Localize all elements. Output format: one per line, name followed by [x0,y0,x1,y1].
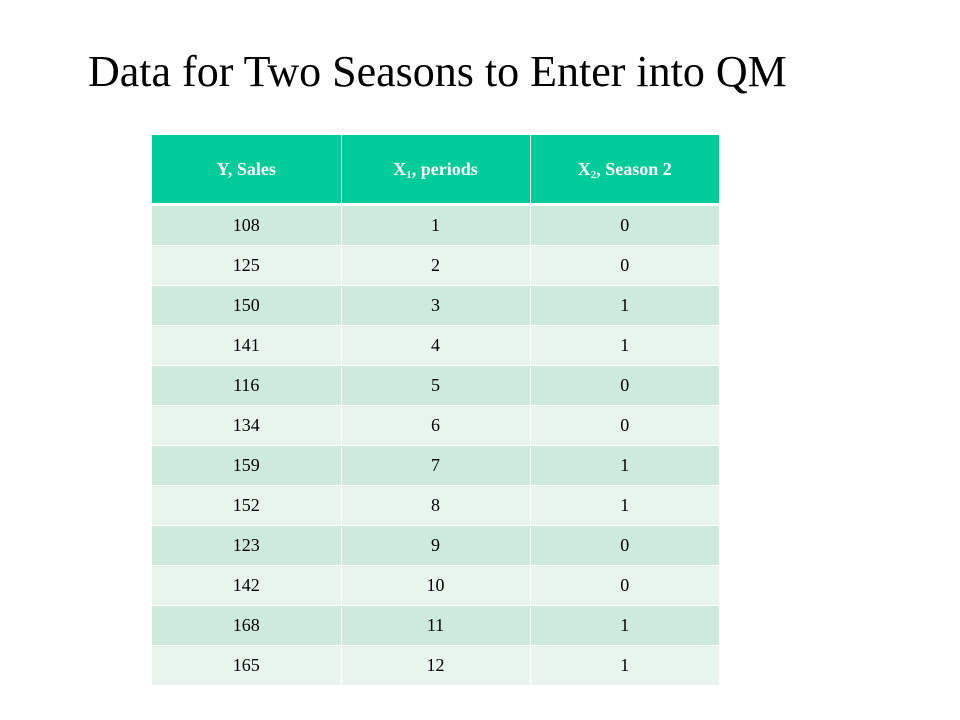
season-cell: 0 [529,245,719,286]
period-cell: 8 [340,485,530,526]
table-row: 116 5 0 [152,365,719,406]
sales-cell: 168 [152,605,341,646]
table-row: 141 4 1 [152,325,719,366]
header-main-text: X [577,158,591,179]
period-cell: 10 [340,565,530,606]
period-cell: 11 [340,605,530,646]
period-cell: 9 [340,525,530,566]
period-cell: 4 [340,325,530,366]
slide-title: Data for Two Seasons to Enter into QM [88,47,787,96]
season-cell: 1 [529,285,719,326]
sales-cell: 150 [152,285,341,326]
data-table: Y, Sales X1, periods X2, Season 2 108 1 0 1… [152,135,719,685]
table-row: 159 7 1 [152,445,719,486]
table-row: 123 9 0 [152,525,719,566]
table-row: 108 1 0 [152,204,719,246]
sales-cell: 142 [152,565,341,606]
header-row: Y, Sales X1, periods X2, Season 2 [152,135,719,206]
table-row: 142 10 0 [152,565,719,606]
sales-cell: 159 [152,445,341,486]
header-x2-season-2: X2, Season 2 [529,135,719,206]
header-subscript: 2 [590,168,597,181]
sales-cell: 125 [152,245,341,286]
header-main-text: Y, Sales [216,158,276,179]
sales-cell: 141 [152,325,341,366]
period-cell: 1 [340,204,530,246]
sales-cell: 108 [152,204,341,246]
season-cell: 0 [529,565,719,606]
season-cell: 1 [529,485,719,526]
season-cell: 0 [529,365,719,406]
period-cell: 12 [340,645,530,685]
sales-cell: 152 [152,485,341,526]
header-subscript: 1 [406,168,412,181]
table-body: 108 1 0 125 2 0 150 3 1 141 4 1 116 5 0 134 6 0 159 7 1 152 8 1… [152,204,719,685]
header-rest-text: , Season 2 [596,158,672,179]
season-cell: 1 [529,605,719,646]
table-row: 152 8 1 [152,485,719,526]
table-row: 150 3 1 [152,285,719,326]
season-cell: 0 [529,405,719,446]
table-row: 134 6 0 [152,405,719,446]
season-cell: 0 [529,525,719,566]
table-row: 165 12 1 [152,645,719,685]
season-cell: 1 [529,645,719,685]
header-main-text: X [393,158,407,179]
header-x1-periods: X1, periods [340,135,530,206]
table-row: 168 11 1 [152,605,719,646]
sales-cell: 165 [152,645,341,685]
period-cell: 7 [340,445,530,486]
period-cell: 3 [340,285,530,326]
period-cell: 2 [340,245,530,286]
table-row: 125 2 0 [152,245,719,286]
sales-cell: 123 [152,525,341,566]
table-header: Y, Sales X1, periods X2, Season 2 [152,135,719,206]
sales-cell: 116 [152,365,341,406]
period-cell: 6 [340,405,530,446]
season-cell: 1 [529,325,719,366]
season-cell: 0 [529,204,719,246]
period-cell: 5 [340,365,530,406]
header-rest-text: , periods [411,158,478,179]
sales-cell: 134 [152,405,341,446]
header-y-sales: Y, Sales [152,135,341,206]
season-cell: 1 [529,445,719,486]
